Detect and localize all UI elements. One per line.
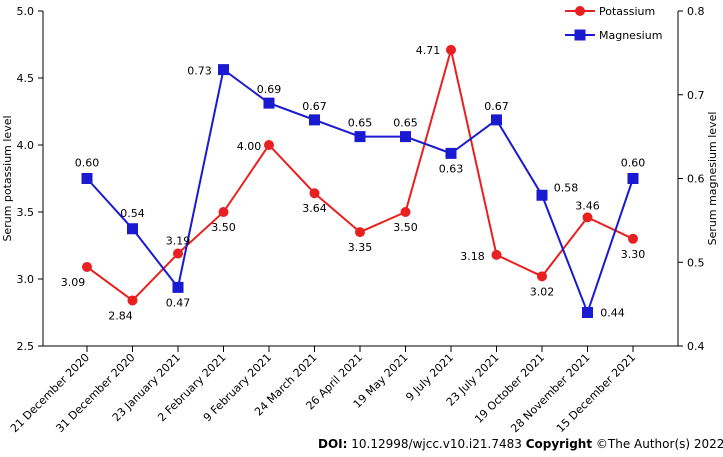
y-tick-label-left: 4.0 xyxy=(17,139,35,152)
magnesium-data-label: 0.69 xyxy=(257,83,282,96)
doi-label: DOI: xyxy=(318,437,348,451)
potassium-point xyxy=(127,295,138,306)
y-tick-label-left: 5.0 xyxy=(17,5,35,18)
potassium-point xyxy=(537,271,547,282)
potassium-point xyxy=(218,207,229,217)
potassium-data-label: 4.71 xyxy=(416,44,441,57)
footer: DOI: 10.12998/wjcc.v10.i21.7483 Copyrigh… xyxy=(318,437,723,451)
magnesium-data-label: 0.47 xyxy=(166,296,191,309)
magnesium-line xyxy=(86,67,634,316)
magnesium-data-label: 0.60 xyxy=(75,157,100,170)
potassium-data-label: 3.19 xyxy=(166,235,191,248)
copyright-label: Copyright xyxy=(525,437,593,451)
magnesium-point xyxy=(218,64,229,76)
potassium-data-label: 3.09 xyxy=(61,276,86,289)
magnesium-point xyxy=(582,307,593,318)
y-tick-label-right: 0.7 xyxy=(687,89,705,102)
x-tick-label: 21 December 2020 xyxy=(8,351,92,435)
potassium-data-label: 3.46 xyxy=(575,199,600,212)
magnesium-data-label: 0.44 xyxy=(600,307,625,320)
potassium-data-label: 3.35 xyxy=(348,241,373,254)
legend: Potassium Magnesium xyxy=(565,5,662,42)
magnesium-point xyxy=(400,131,411,143)
potassium-line xyxy=(86,49,634,302)
potassium-data-label: 2.84 xyxy=(108,309,133,322)
magnesium-point xyxy=(354,131,366,143)
potassium-data-label: 3.30 xyxy=(621,248,646,261)
magnesium-point xyxy=(81,173,93,184)
potassium-point xyxy=(628,233,638,244)
potassium-data-label: 3.50 xyxy=(211,221,236,234)
magnesium-data-label: 0.60 xyxy=(621,157,646,170)
potassium-point xyxy=(82,261,92,272)
legend-marker-potassium xyxy=(575,6,585,16)
axes: 2.5 3.0 3.5 4.0 4.5 5.0 0.4 0.5 0.6 0.7 0.8 Serum p… xyxy=(1,5,719,435)
y-tick-label-left: 2.5 xyxy=(17,340,35,353)
magnesium-point xyxy=(536,189,548,201)
potassium-point xyxy=(355,227,365,238)
potassium-data-label: 3.50 xyxy=(393,221,418,234)
y-tick-label-left: 4.5 xyxy=(17,72,35,85)
y-tick-label-left: 3.0 xyxy=(17,273,35,286)
series-lines xyxy=(86,49,634,316)
x-tick-label: 28 November 2021 xyxy=(508,351,592,435)
potassium-data-label: 4.00 xyxy=(237,140,262,153)
magnesium-data-label: 0.67 xyxy=(302,100,327,113)
y-axis-title-left: Serum potassium level xyxy=(1,115,14,241)
legend-label-magnesium: Magnesium xyxy=(599,29,662,42)
data-labels: 3.09 2.84 3.19 3.50 4.00 3.64 3.35 3.50 4.71 3.18… xyxy=(61,44,646,323)
magnesium-data-label: 0.63 xyxy=(439,162,464,175)
potassium-data-label: 3.64 xyxy=(302,202,327,215)
magnesium-point xyxy=(172,281,184,293)
x-tick-label: 15 December 2021 xyxy=(554,351,638,435)
magnesium-data-label: 0.54 xyxy=(120,207,145,220)
potassium-data-label: 3.18 xyxy=(460,250,485,263)
y-tick-label-right: 0.8 xyxy=(687,5,705,18)
y-tick-label-right: 0.5 xyxy=(687,256,705,269)
potassium-point xyxy=(264,140,274,150)
magnesium-data-label: 0.58 xyxy=(554,181,579,194)
doi-value: 10.12998/wjcc.v10.i21.7483 xyxy=(351,437,522,451)
magnesium-point xyxy=(627,173,639,184)
potassium-point xyxy=(173,248,183,259)
potassium-point xyxy=(491,249,502,260)
magnesium-data-label: 0.65 xyxy=(348,117,373,130)
markers xyxy=(81,44,639,318)
magnesium-point xyxy=(263,97,275,109)
legend-marker-magnesium xyxy=(574,29,586,41)
magnesium-point xyxy=(445,147,457,159)
magnesium-point xyxy=(309,114,320,126)
potassium-point xyxy=(400,207,411,217)
y-tick-label-right: 0.6 xyxy=(687,173,705,186)
legend-label-potassium: Potassium xyxy=(599,5,655,18)
potassium-point xyxy=(582,212,593,223)
potassium-point xyxy=(446,44,456,55)
magnesium-data-label: 0.73 xyxy=(187,65,212,78)
copyright-value: ©The Author(s) 2022. xyxy=(595,437,723,451)
magnesium-point xyxy=(127,223,138,235)
y-tick-label-right: 0.4 xyxy=(687,340,705,353)
potassium-data-label: 3.02 xyxy=(530,285,555,298)
y-axis-title-right: Serum magnesium level xyxy=(706,112,719,246)
magnesium-data-label: 0.67 xyxy=(484,100,509,113)
y-tick-label-left: 3.5 xyxy=(17,206,35,219)
x-tick-label: 31 December 2020 xyxy=(53,351,137,435)
potassium-point xyxy=(309,188,320,199)
magnesium-data-label: 0.65 xyxy=(393,117,418,130)
magnesium-point xyxy=(491,114,502,126)
